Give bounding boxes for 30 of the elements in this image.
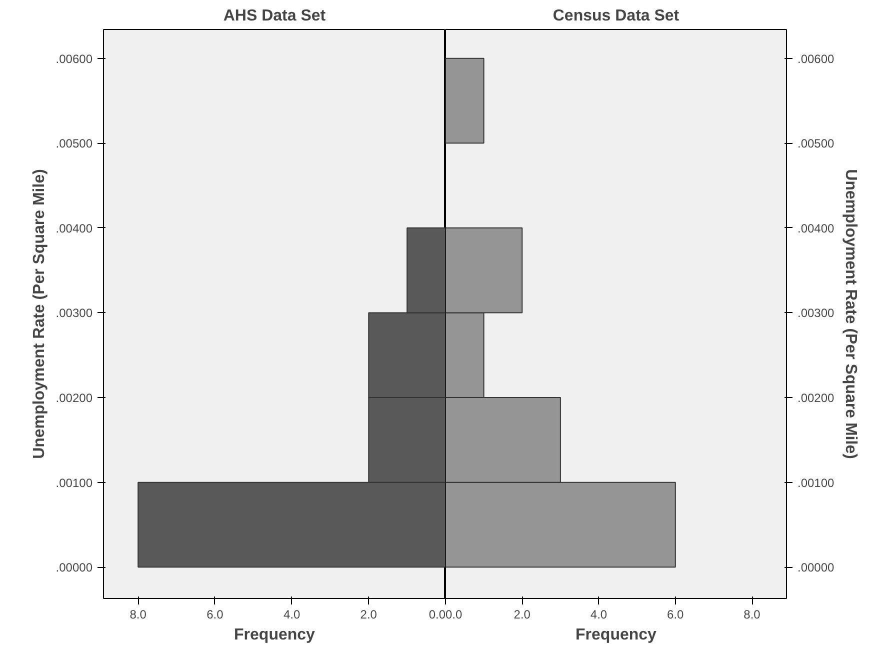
y-tick-label: .00100 xyxy=(798,476,835,490)
x-tick-label: 4.0 xyxy=(283,608,300,622)
x-tick-label: 0.0 xyxy=(446,608,463,622)
y-tick-label: .00200 xyxy=(798,391,835,406)
y-tick-label: .00600 xyxy=(798,52,835,66)
y-tick-label: .00500 xyxy=(56,136,93,151)
y-axis-title: Unemployment Rate (Per Square Mile) xyxy=(30,169,48,459)
y-tick-label: .00200 xyxy=(56,391,93,406)
y-tick-label: .00500 xyxy=(798,136,835,151)
y-axis-title: Unemployment Rate (Per Square Mile) xyxy=(842,169,860,459)
x-axis-title: Frequency xyxy=(234,626,316,644)
chart-title: AHS Data Set xyxy=(223,8,326,24)
y-tick-label: .00600 xyxy=(56,52,93,66)
x-tick-label: 2.0 xyxy=(514,608,531,622)
y-tick-label: .00400 xyxy=(56,221,93,236)
y-tick-label: .00300 xyxy=(798,306,835,320)
y-tick-label: .00300 xyxy=(56,306,93,320)
chart-title: Census Data Set xyxy=(552,8,680,24)
x-tick-label: 0.0 xyxy=(428,608,446,622)
x-axis-title: Frequency xyxy=(576,626,657,644)
y-tick-label: .00000 xyxy=(56,560,93,575)
x-tick-label: 4.0 xyxy=(590,608,608,622)
x-tick-label: 8.0 xyxy=(130,608,147,622)
x-tick-label: 6.0 xyxy=(667,608,684,622)
x-tick-label: 2.0 xyxy=(360,608,378,622)
y-tick-label: .00400 xyxy=(798,221,835,236)
x-tick-label: 8.0 xyxy=(744,608,761,622)
y-tick-label: .00100 xyxy=(56,476,93,490)
y-tick-label: .00000 xyxy=(798,560,835,575)
x-tick-label: 6.0 xyxy=(206,608,224,622)
